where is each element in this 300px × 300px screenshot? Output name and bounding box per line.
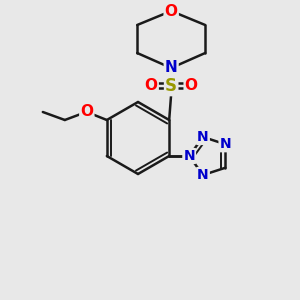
- Text: N: N: [197, 168, 209, 182]
- Text: N: N: [165, 61, 178, 76]
- Text: S: S: [165, 77, 177, 95]
- Text: O: O: [185, 79, 198, 94]
- Text: N: N: [220, 137, 231, 151]
- Text: O: O: [80, 104, 93, 119]
- Text: N: N: [183, 149, 195, 163]
- Text: N: N: [197, 130, 209, 144]
- Text: O: O: [145, 79, 158, 94]
- Text: O: O: [165, 4, 178, 19]
